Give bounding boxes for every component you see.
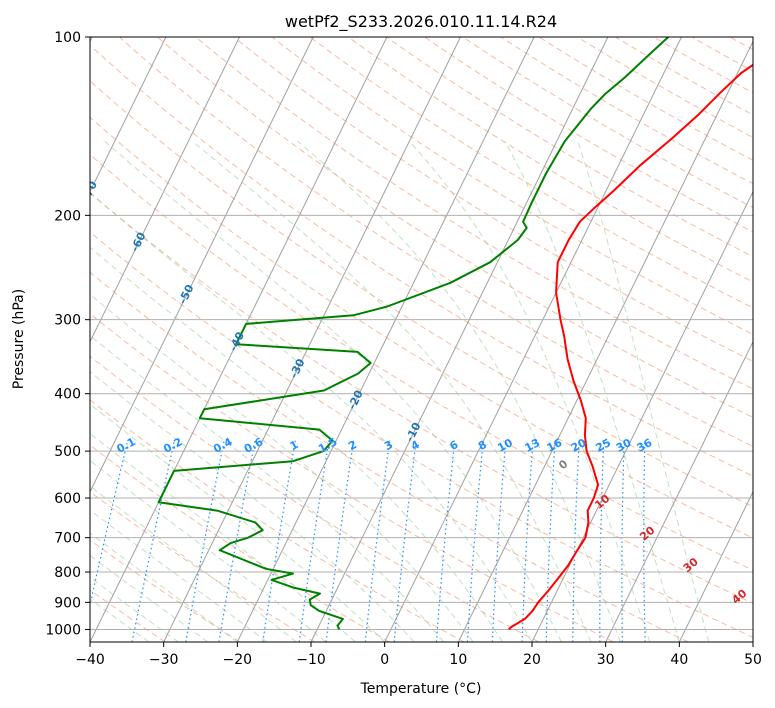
mixing-ratio-label: 25 bbox=[593, 436, 613, 455]
dry-adiabat-line bbox=[90, 192, 753, 604]
dry-adiabat-line bbox=[90, 444, 390, 642]
dry-adiabat-line bbox=[90, 153, 753, 571]
dry-adiabat-line bbox=[90, 313, 614, 642]
plot-area bbox=[90, 37, 753, 642]
x-tick-label: −30 bbox=[149, 652, 179, 668]
isotherm-label: -70 bbox=[80, 179, 101, 203]
dry-adiabat-line bbox=[234, 37, 753, 362]
dry-adiabat-line bbox=[90, 491, 315, 642]
y-tick-label: 900 bbox=[54, 595, 81, 611]
y-tick-label: 400 bbox=[54, 387, 81, 403]
mixing-ratio-line bbox=[435, 440, 456, 642]
mixing-ratio-line bbox=[599, 440, 605, 642]
dry-adiabat-line bbox=[119, 37, 753, 448]
y-tick-label: 200 bbox=[54, 208, 81, 224]
mixing-ratio-label: 36 bbox=[635, 436, 655, 455]
isotherm-line bbox=[310, 37, 609, 642]
mixing-ratio-label: 16 bbox=[545, 436, 565, 455]
mixing-ratio-line bbox=[521, 440, 534, 642]
y-tick-label: 300 bbox=[54, 313, 81, 329]
profile-lines bbox=[157, 37, 753, 631]
dewpoint-profile-line bbox=[157, 37, 669, 630]
isotherm-line bbox=[384, 37, 682, 642]
mixing-ratio-label: 13 bbox=[523, 436, 543, 455]
x-tick-label: 40 bbox=[670, 652, 688, 668]
dry-adiabat-line bbox=[272, 37, 753, 335]
grid-lines bbox=[90, 37, 753, 642]
moist-adiabat-line bbox=[90, 532, 238, 642]
y-tick-label: 700 bbox=[54, 531, 81, 547]
x-tick-label: 20 bbox=[523, 652, 541, 668]
mixing-ratio-line bbox=[621, 440, 625, 642]
y-tick-label: 1000 bbox=[45, 622, 81, 638]
isotherm-line bbox=[90, 37, 314, 493]
x-tick-label: −20 bbox=[223, 652, 253, 668]
x-axis-title: Temperature (°C) bbox=[360, 681, 482, 697]
y-axis-title: Pressure (hPa) bbox=[11, 289, 27, 389]
mixing-ratio-line bbox=[90, 440, 129, 608]
mixing-ratio-line bbox=[325, 440, 355, 642]
mixing-ratio-label: 30 bbox=[614, 436, 634, 455]
y-tick-label: 100 bbox=[54, 30, 81, 46]
mixing-ratio-label: 20 bbox=[569, 436, 589, 455]
x-tick-label: −10 bbox=[296, 652, 326, 668]
moist-adiabat-line bbox=[90, 460, 327, 642]
x-tick-label: −40 bbox=[75, 652, 105, 668]
isotherm-line bbox=[90, 37, 167, 193]
mixing-ratio-line bbox=[491, 440, 507, 642]
moist-adiabat-line bbox=[90, 403, 386, 642]
chart-title: wetPf2_S233.2026.010.11.14.R24 bbox=[285, 12, 557, 32]
mixing-ratio-line bbox=[185, 440, 225, 642]
x-tick-label: 50 bbox=[744, 652, 762, 668]
dry-adiabat-line bbox=[196, 37, 753, 390]
mixing-ratio-line bbox=[298, 440, 330, 642]
x-tick-label: 10 bbox=[449, 652, 467, 668]
mixing-ratio-line bbox=[131, 440, 175, 642]
y-tick-label: 800 bbox=[54, 565, 81, 581]
y-tick-label: 600 bbox=[54, 491, 81, 507]
x-tick-label: 30 bbox=[597, 652, 615, 668]
plot-frame bbox=[89, 36, 754, 643]
temperature-profile-line bbox=[508, 63, 753, 631]
mixing-ratio-line bbox=[393, 440, 417, 642]
moist-adiabat-line bbox=[90, 432, 356, 642]
dry-adiabat-line bbox=[157, 37, 753, 418]
dry-adiabat-line bbox=[90, 271, 689, 642]
moist-adiabat-line bbox=[90, 554, 209, 642]
isotherm-line bbox=[163, 37, 461, 642]
mixing-ratio-line bbox=[545, 440, 556, 642]
moist-adiabat-line bbox=[90, 485, 297, 642]
dry-adiabat-line bbox=[90, 116, 753, 539]
line-labels: -100-90-80-70-60-50-40-30-20-100.10.20.4… bbox=[80, 179, 750, 607]
isotherm-line bbox=[531, 190, 753, 642]
moist-adiabat-line bbox=[90, 509, 268, 642]
mixing-ratio-line bbox=[572, 440, 580, 642]
mixing-ratio-line bbox=[643, 440, 646, 642]
mixing-ratio-label: 10 bbox=[495, 436, 515, 455]
isotherm-line bbox=[678, 490, 753, 642]
axis-ticks: −40 −30 −20 −10 0 10 20 30 40 50 100 200 300 400 500 60… bbox=[45, 30, 762, 668]
y-tick-label: 500 bbox=[54, 444, 81, 460]
mixing-ratio-line bbox=[262, 440, 296, 642]
isotherm-line bbox=[236, 37, 535, 642]
isotherm-line bbox=[605, 340, 753, 642]
dry-adiabat-line bbox=[90, 231, 753, 638]
isotherm-line bbox=[457, 40, 753, 642]
isotherm-line bbox=[90, 37, 240, 343]
x-tick-label: 0 bbox=[380, 652, 389, 668]
mixing-ratio-line bbox=[364, 440, 391, 642]
mixing-ratio-line bbox=[466, 440, 484, 642]
